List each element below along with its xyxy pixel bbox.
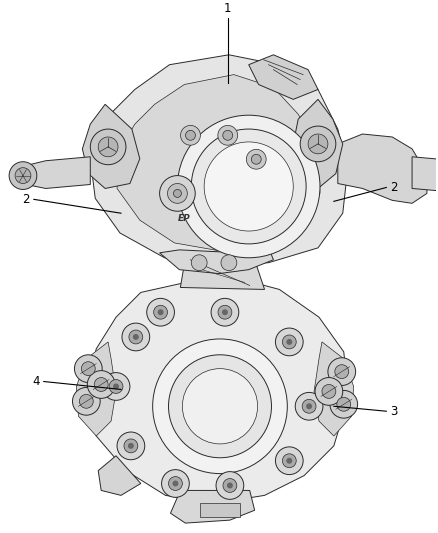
Circle shape <box>147 298 174 326</box>
Circle shape <box>169 355 272 458</box>
Polygon shape <box>86 278 349 503</box>
Circle shape <box>295 392 323 420</box>
Circle shape <box>129 330 143 344</box>
Circle shape <box>337 398 351 411</box>
Circle shape <box>246 149 266 169</box>
Circle shape <box>113 384 119 390</box>
Circle shape <box>218 125 238 145</box>
Circle shape <box>87 370 115 398</box>
Polygon shape <box>98 456 141 495</box>
Circle shape <box>173 481 178 487</box>
Circle shape <box>102 373 130 400</box>
Circle shape <box>300 126 336 161</box>
Polygon shape <box>338 134 427 203</box>
Circle shape <box>283 454 296 467</box>
Circle shape <box>72 387 100 415</box>
Circle shape <box>328 358 356 385</box>
Text: EP: EP <box>178 214 191 223</box>
Circle shape <box>286 458 292 464</box>
Polygon shape <box>77 342 116 436</box>
Circle shape <box>216 472 244 499</box>
Circle shape <box>158 309 163 315</box>
Circle shape <box>154 305 167 319</box>
Circle shape <box>283 335 296 349</box>
Circle shape <box>133 334 139 340</box>
Circle shape <box>182 369 258 444</box>
Circle shape <box>167 183 187 203</box>
Circle shape <box>128 443 134 449</box>
Polygon shape <box>180 248 265 289</box>
Circle shape <box>335 365 349 378</box>
Circle shape <box>227 482 233 488</box>
Circle shape <box>276 447 303 474</box>
Circle shape <box>211 298 239 326</box>
Circle shape <box>74 355 102 383</box>
Circle shape <box>124 439 138 453</box>
Polygon shape <box>90 55 348 265</box>
Circle shape <box>15 168 31 183</box>
Circle shape <box>173 189 181 197</box>
Circle shape <box>169 477 182 490</box>
Circle shape <box>117 432 145 460</box>
Circle shape <box>330 391 357 418</box>
Circle shape <box>286 339 292 345</box>
Circle shape <box>186 131 195 140</box>
Text: 3: 3 <box>390 405 398 418</box>
Polygon shape <box>117 75 320 250</box>
Circle shape <box>218 305 232 319</box>
Circle shape <box>94 377 108 391</box>
Circle shape <box>180 125 200 145</box>
Circle shape <box>302 399 316 413</box>
Circle shape <box>191 255 207 271</box>
Polygon shape <box>249 55 318 99</box>
Circle shape <box>221 255 237 271</box>
Polygon shape <box>314 342 353 436</box>
Circle shape <box>315 377 343 405</box>
Text: 4: 4 <box>32 375 40 388</box>
Circle shape <box>109 379 123 393</box>
Polygon shape <box>170 490 254 523</box>
Text: 1: 1 <box>224 2 232 15</box>
Circle shape <box>204 142 293 231</box>
Text: 2: 2 <box>390 181 398 194</box>
Circle shape <box>308 134 328 154</box>
Polygon shape <box>290 99 343 189</box>
Circle shape <box>306 403 312 409</box>
Circle shape <box>79 394 93 408</box>
Circle shape <box>159 175 195 211</box>
Circle shape <box>81 362 95 376</box>
Circle shape <box>90 129 126 165</box>
Circle shape <box>223 131 233 140</box>
Circle shape <box>177 115 320 258</box>
Polygon shape <box>82 104 140 189</box>
Text: 2: 2 <box>22 193 30 206</box>
Circle shape <box>251 154 261 164</box>
Circle shape <box>222 309 228 315</box>
Circle shape <box>122 323 150 351</box>
Polygon shape <box>159 248 273 273</box>
Circle shape <box>191 129 306 244</box>
Polygon shape <box>21 157 90 189</box>
Circle shape <box>153 339 287 474</box>
Circle shape <box>9 161 37 189</box>
Polygon shape <box>412 157 438 192</box>
Circle shape <box>98 137 118 157</box>
Circle shape <box>276 328 303 356</box>
Circle shape <box>322 384 336 398</box>
Circle shape <box>223 479 237 492</box>
Polygon shape <box>200 503 240 517</box>
Circle shape <box>162 470 189 497</box>
